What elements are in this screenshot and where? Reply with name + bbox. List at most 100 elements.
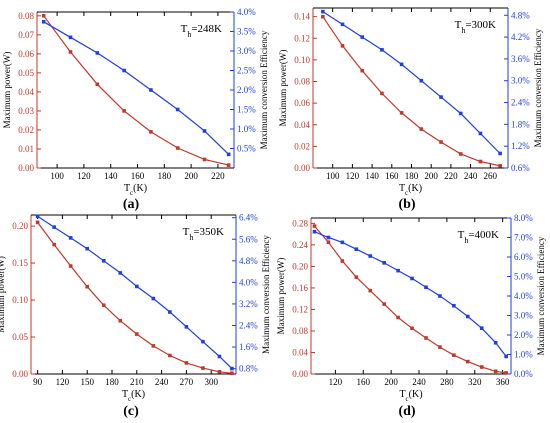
y-right-tick-label: 2.0% — [514, 330, 533, 340]
data-point-power — [465, 359, 470, 364]
y-left-axis-title: Maximum power(W) — [276, 258, 286, 335]
x-axis-title-main: T — [122, 389, 128, 400]
x-axis-title-sub: c — [128, 395, 131, 403]
data-point-power — [340, 259, 345, 263]
data-point-power — [68, 264, 73, 268]
y-right-tick-label: 4.8% — [511, 10, 530, 20]
annotation-sub: h — [189, 233, 193, 242]
x-tick-label: 220 — [211, 171, 225, 181]
data-point-power — [360, 68, 365, 73]
x-axis-title-main: T — [399, 183, 405, 194]
y-right-tick-label: 5.0% — [514, 272, 533, 282]
data-point-efficiency — [68, 236, 73, 240]
x-axis-title-tail: (K) — [133, 183, 147, 194]
data-point-efficiency — [201, 339, 205, 344]
y-right-tick-label: 1.6% — [239, 342, 258, 352]
data-point-efficiency — [52, 225, 56, 229]
data-point-power — [419, 127, 424, 131]
data-point-efficiency — [226, 152, 231, 157]
x-axis-title-tail: (K) — [409, 389, 423, 400]
y-left-tick-label: 0.10 — [294, 55, 310, 65]
data-point-power — [118, 318, 123, 323]
data-point-efficiency — [151, 296, 156, 301]
chart-panel-0: 100 120 140 160 180 200 220 0.00 0.01 0.02 0.03 0.0… — [2, 7, 269, 197]
x-tick-label: 120 — [56, 377, 70, 387]
data-point-efficiency — [419, 78, 424, 83]
y-right-tick-label: 2.5% — [237, 66, 256, 76]
y-right-tick-label: 1.8% — [511, 119, 530, 129]
y-left-axis-title: Maximum power(W) — [278, 50, 288, 127]
x-tick-label: 160 — [385, 171, 399, 181]
data-point-efficiency — [321, 9, 325, 14]
data-point-power — [52, 242, 56, 247]
y-right-tick-label: 1.5% — [237, 105, 256, 115]
series-line-power — [314, 225, 507, 374]
x-tick-label: 90 — [33, 377, 43, 387]
data-point-efficiency — [230, 366, 234, 371]
annotation-tail: =248K — [191, 23, 222, 35]
x-tick-label: 120 — [346, 171, 360, 181]
y-left-tick-label: 0.08 — [294, 77, 310, 87]
y-right-axis-title: Maximum conversion Efficiency — [259, 30, 269, 149]
y-right-tick-label: 2.4% — [511, 98, 530, 108]
y-left-tick-label: 0.01 — [18, 144, 34, 154]
y-left-tick-label: 0.00 — [12, 369, 28, 379]
y-left-tick-label: 0.00 — [292, 369, 308, 379]
y-right-tick-label: 3.0% — [511, 76, 530, 86]
data-point-power — [452, 353, 456, 357]
x-tick-label: 320 — [468, 377, 482, 387]
y-left-tick-label: 0.00 — [294, 163, 310, 173]
temperature-annotation: Th=248K — [181, 23, 222, 39]
caption-d: (d) — [398, 404, 416, 419]
data-point-power — [396, 315, 400, 320]
annotation-main: T — [181, 23, 188, 35]
y-left-tick-label: 0.06 — [294, 98, 310, 108]
y-right-tick-label: 0.8% — [239, 364, 258, 374]
y-right-tick-label: 4.0% — [239, 277, 258, 287]
data-point-efficiency — [149, 88, 153, 92]
annotation-main: T — [183, 226, 190, 238]
y-left-tick-label: 0.04 — [18, 87, 34, 97]
x-axis-title-sub: c — [406, 395, 409, 403]
data-point-power — [354, 275, 359, 279]
y-left-tick-label: 0.10 — [12, 295, 28, 305]
y-right-tick-label: 2.0% — [237, 85, 256, 95]
annotation-sub: h — [464, 236, 468, 245]
x-tick-label: 280 — [440, 377, 454, 387]
x-tick-label: 200 — [184, 171, 198, 181]
y-left-axis-title: Maximum power(W) — [2, 52, 12, 129]
chart-panel-2: 90 120 150 180 210 240 270 300 0.00 0.05 0.10 0.15 0… — [0, 213, 271, 403]
x-axis-title-sub: c — [130, 189, 133, 197]
data-point-power — [399, 111, 404, 115]
annotation-tail: =350K — [193, 226, 224, 238]
data-point-efficiency — [478, 131, 483, 136]
data-point-efficiency — [368, 254, 373, 258]
y-right-tick-label: 3.0% — [514, 311, 533, 321]
x-axis-title: Tc(K) — [399, 389, 422, 403]
y-left-tick-label: 0.05 — [12, 332, 28, 342]
data-point-power — [201, 366, 205, 370]
y-left-tick-label: 0.03 — [18, 106, 34, 116]
annotation-main: T — [455, 19, 462, 31]
x-tick-label: 100 — [326, 171, 340, 181]
data-point-power — [478, 159, 483, 164]
x-axis-title: Tc(K) — [124, 183, 147, 197]
x-axis-title-sub: c — [405, 189, 408, 197]
x-tick-label: 240 — [464, 171, 478, 181]
data-point-efficiency — [438, 294, 442, 298]
data-point-efficiency — [122, 68, 126, 73]
x-tick-label: 270 — [180, 377, 194, 387]
y-right-tick-label: 3.5% — [237, 27, 256, 37]
data-point-efficiency — [340, 22, 345, 27]
temperature-annotation: Th=350K — [183, 226, 224, 242]
data-point-power — [321, 14, 325, 19]
x-tick-label: 240 — [412, 377, 426, 387]
data-point-efficiency — [360, 35, 365, 39]
annotation-tail: =400K — [468, 229, 499, 241]
data-point-power — [230, 371, 234, 376]
y-left-tick-label: 0.05 — [18, 68, 34, 78]
y-right-tick-label: 8.0% — [514, 213, 533, 223]
annotation-main: T — [458, 229, 465, 241]
y-right-tick-label: 1.0% — [514, 350, 533, 360]
caption-b: (b) — [398, 197, 416, 212]
